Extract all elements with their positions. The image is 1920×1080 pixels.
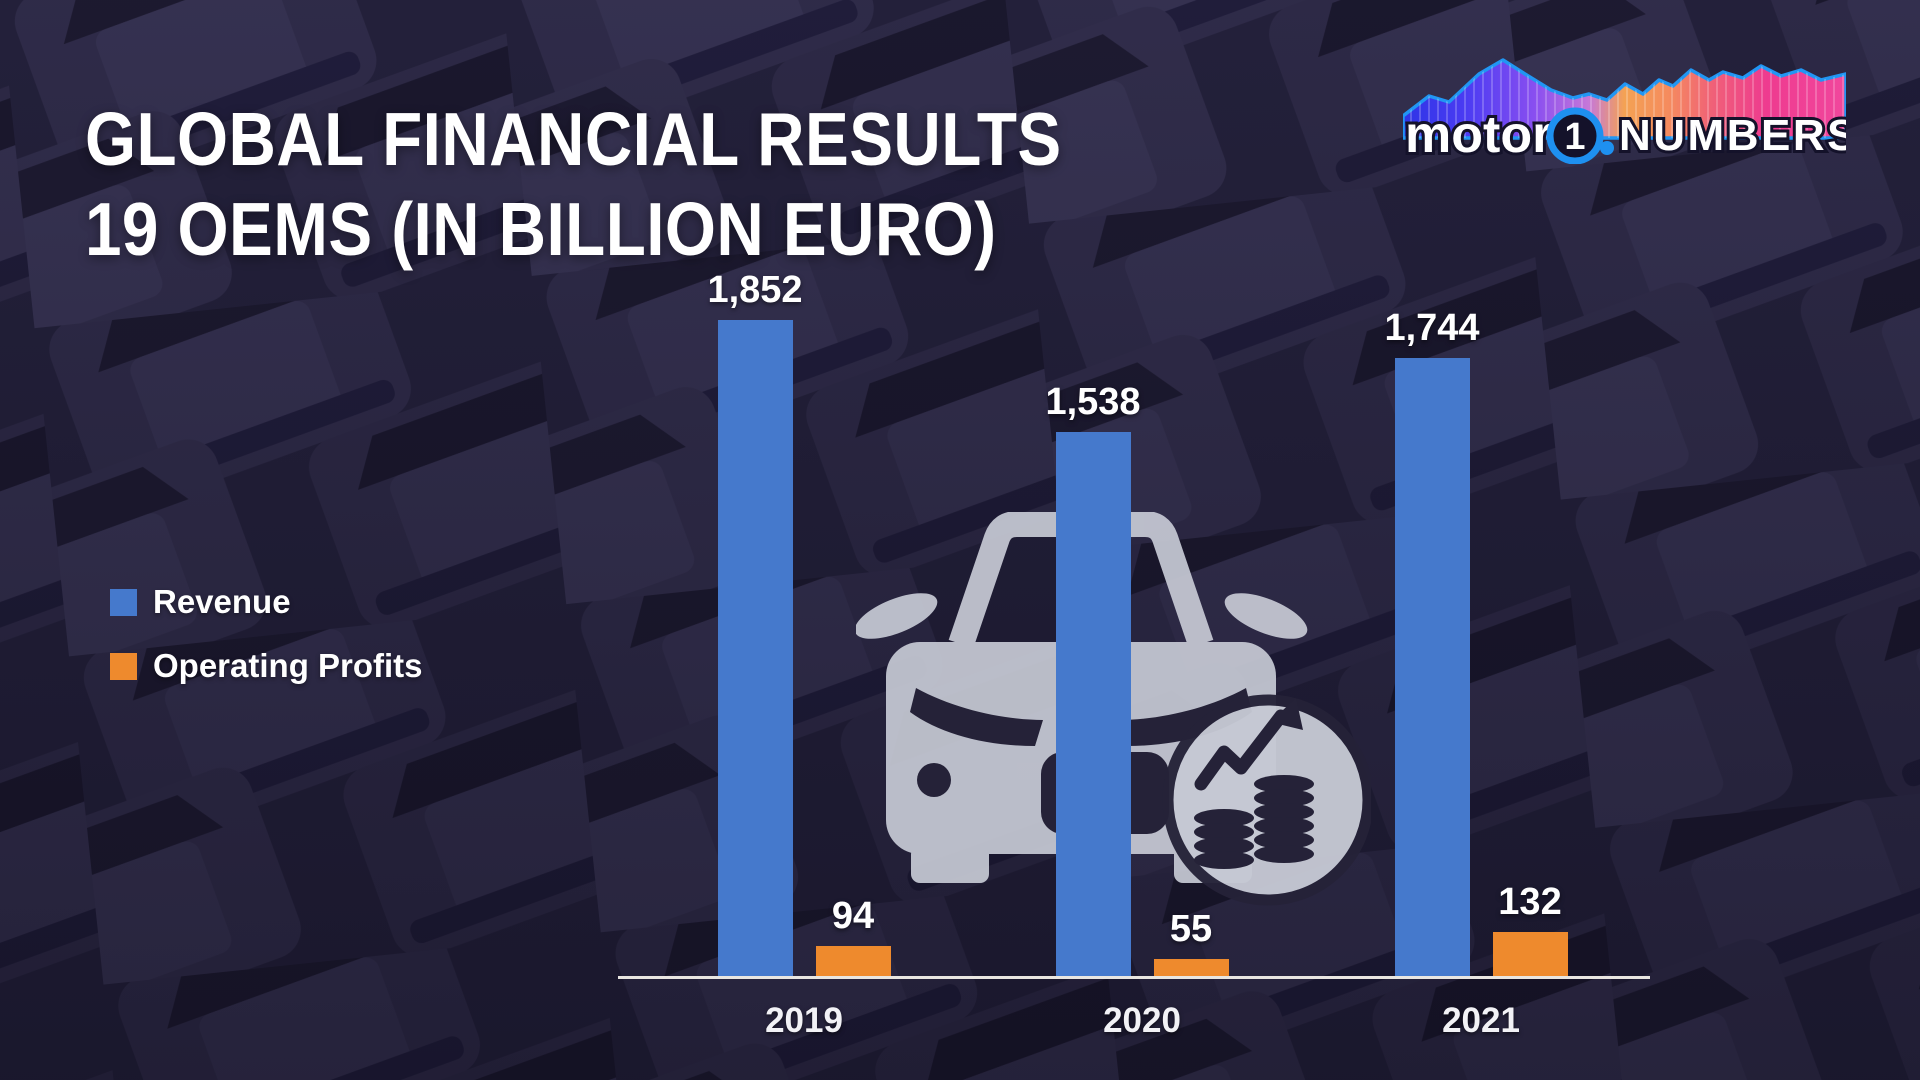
operating-profits-bar-2021 <box>1492 932 1568 979</box>
legend-item-operating-profits: Operating Profits <box>110 647 423 685</box>
operating-profits-value-label-2019: 94 <box>831 895 875 937</box>
title-line-2: 19 OEMS (IN BILLION EURO) <box>85 187 997 272</box>
legend-label-revenue: Revenue <box>153 583 291 620</box>
logo-brand-text: motor <box>1405 106 1552 164</box>
motor1-numbers-logo: motor 1 NUMBERS <box>1401 50 1859 167</box>
x-axis-label-2021: 2021 <box>1442 1001 1520 1040</box>
revenue-bar-2021 <box>1394 358 1470 979</box>
x-axis-line <box>618 976 1650 979</box>
revenue-bar-2020 <box>1055 432 1131 979</box>
revenue-swatch <box>110 588 137 616</box>
page-title: GLOBAL FINANCIAL RESULTS 19 OEMS (IN BIL… <box>85 94 1062 274</box>
operating-profits-bar-2019 <box>815 946 891 979</box>
revenue-value-label-2020: 1,538 <box>1045 381 1141 423</box>
revenue-bar-2019 <box>717 320 793 979</box>
operating-profits-swatch <box>110 652 137 680</box>
logo-period-dot <box>1600 141 1614 155</box>
operating-profits-value-label-2021: 132 <box>1498 881 1562 923</box>
motor1-numbers-logo-art: motor 1 NUMBERS <box>1401 58 1859 167</box>
operating-profits-value-label-2020: 55 <box>1169 908 1213 950</box>
x-axis-label-2020: 2020 <box>1103 1001 1181 1040</box>
title-line-1: GLOBAL FINANCIAL RESULTS <box>85 97 1062 182</box>
revenue-value-label-2021: 1,744 <box>1384 307 1480 349</box>
operating-profits-bar-2020 <box>1153 959 1229 979</box>
logo-number-one: 1 <box>1564 116 1585 158</box>
revenue-value-label-2019: 1,852 <box>707 269 803 311</box>
logo-one-circle <box>1546 107 1604 165</box>
legend-item-revenue: Revenue <box>110 583 423 621</box>
logo-suffix-text: NUMBERS <box>1619 111 1846 160</box>
legend-label-operating-profits: Operating Profits <box>153 647 423 684</box>
chart-legend: Revenue Operating Profits <box>110 583 423 711</box>
x-axis-label-2019: 2019 <box>765 1001 843 1040</box>
